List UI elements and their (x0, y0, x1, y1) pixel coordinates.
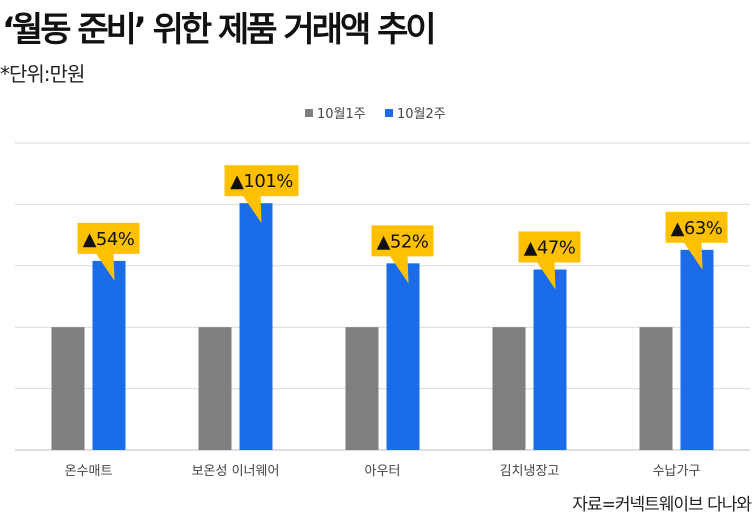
callout-tail (536, 261, 556, 290)
category-label: 보온성 이너웨어 (192, 464, 280, 479)
callout-tail (95, 252, 115, 281)
bar-series-2 (92, 260, 126, 450)
callout-box (371, 225, 434, 257)
category-label: 김치냉장고 (500, 464, 560, 479)
callout-label: ▲54% (83, 229, 135, 250)
callout-tail (242, 195, 262, 224)
bar-series-1 (198, 327, 232, 450)
bar-series-2 (386, 263, 420, 450)
callout-label: ▲52% (377, 231, 429, 252)
bar-series-2 (680, 249, 714, 450)
callout-box (77, 222, 140, 254)
callout-box (665, 211, 728, 243)
callout-label: ▲101% (230, 171, 293, 192)
category-label: 온수매트 (65, 464, 113, 479)
callout-tail (683, 241, 703, 270)
legend-swatch (385, 109, 393, 117)
chart-title: ‘월동 준비’ 위한 제품 거래액 추이 (2, 10, 437, 50)
bar-series-2 (239, 203, 273, 450)
source-note: 자료=커넥트웨이브 다나와 (572, 495, 752, 515)
bar-series-2 (533, 269, 567, 450)
callout-box (224, 165, 299, 197)
bar-series-1 (51, 327, 85, 450)
callout-label: ▲63% (671, 218, 723, 239)
bar-series-1 (639, 327, 673, 450)
bar-series-1 (492, 327, 526, 450)
callout-tail (389, 255, 409, 284)
bar-series-1 (345, 327, 379, 450)
callout-box (518, 231, 581, 263)
legend-label: 10월2주 (397, 107, 446, 122)
category-label: 수납가구 (653, 464, 701, 479)
category-label: 아우터 (365, 464, 401, 479)
unit-note: *단위:만원 (0, 62, 85, 86)
callout-label: ▲47% (524, 237, 576, 258)
legend-swatch (305, 109, 313, 117)
legend-label: 10월1주 (317, 107, 366, 122)
